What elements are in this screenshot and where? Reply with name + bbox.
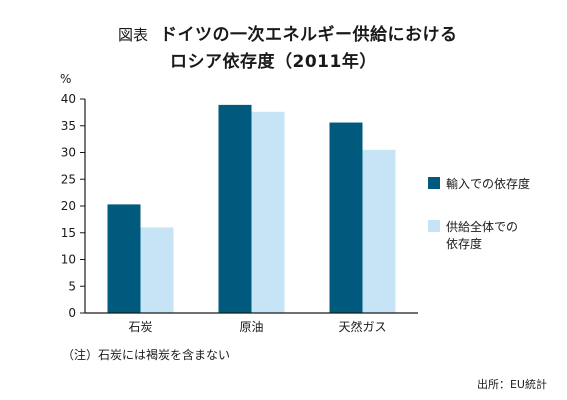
bar-import-1 — [107, 204, 141, 313]
legend-swatch-1 — [428, 177, 440, 189]
bar-import-2 — [218, 104, 252, 313]
legend-swatch-2 — [428, 220, 440, 232]
y-tick-label: 0 — [68, 306, 76, 320]
y-axis-unit-label: % — [60, 72, 71, 86]
title-line-2: ロシア依存度（2011年） — [170, 52, 377, 72]
y-tick-label: 40 — [61, 92, 76, 106]
legend-label-2: 供給全体での — [446, 219, 518, 234]
bar-total-3 — [362, 149, 396, 313]
bar-total-2 — [251, 111, 285, 313]
x-category-label: 石炭 — [128, 320, 152, 334]
figure-prefix: 図表 — [118, 26, 149, 44]
y-tick-label: 35 — [61, 119, 76, 133]
footnote: （注）石炭には褐炭を含まない — [62, 348, 231, 362]
y-tick-label: 30 — [61, 146, 76, 160]
y-tick-label: 15 — [61, 226, 76, 240]
y-tick-label: 10 — [61, 253, 76, 267]
y-tick-label: 20 — [61, 199, 76, 213]
chart-title: 図表 ドイツの一次エネルギー供給における ロシア依存度（2011年） — [118, 20, 458, 72]
y-tick-label: 25 — [61, 172, 76, 186]
y-tick-label: 5 — [68, 279, 76, 293]
x-category-label: 原油 — [239, 320, 263, 334]
bar-import-3 — [329, 122, 363, 313]
source-credit: 出所：EU統計 — [476, 378, 547, 391]
legend-label-1: 輸入での依存度 — [446, 176, 530, 191]
title-line-1: ドイツの一次エネルギー供給における — [160, 25, 458, 45]
legend-label-2: 依存度 — [446, 236, 482, 251]
bar-total-1 — [140, 227, 174, 313]
x-category-label: 天然ガス — [338, 319, 386, 334]
